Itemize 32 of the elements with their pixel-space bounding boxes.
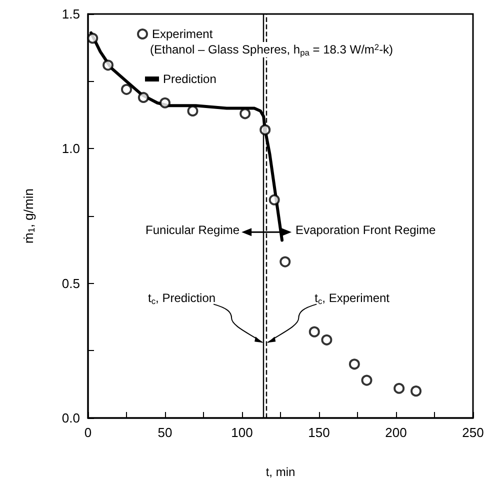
y-axis-title: ṁ1, g/min [21,188,36,244]
y-tick-label: 0.0 [62,410,80,426]
x-tick-label: 200 [385,425,407,440]
point [87,32,98,44]
point [240,108,251,120]
point [260,124,271,136]
y-tick-label: 1.5 [62,6,80,22]
point [348,358,360,370]
x-tick-label: 50 [158,425,172,440]
annotation: Funicular Regime [146,223,240,238]
point [138,92,149,103]
point [321,334,332,346]
point [121,84,132,95]
x-axis-title: t, min [266,465,296,479]
point [394,382,405,394]
y-tick-label: 1.0 [62,141,80,156]
x-tick-label: 100 [231,425,253,440]
point [308,326,320,338]
x-tick-label: 150 [308,425,330,440]
x-tick-label: 0 [84,425,92,440]
point [361,374,372,386]
x-tick-label: 250 [462,425,484,440]
y-tick-label: 0.5 [62,276,80,291]
point [410,386,422,397]
legend-label: Prediction [163,72,216,86]
point [187,105,198,116]
point [268,194,280,206]
point [102,60,114,71]
point [280,256,291,268]
annotation: Evaporation Front Regime [296,223,436,238]
point [160,97,170,108]
legend-label: Experiment [152,27,214,41]
